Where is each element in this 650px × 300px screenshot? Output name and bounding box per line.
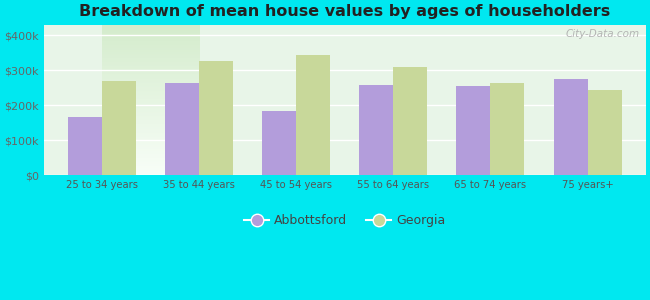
Bar xyxy=(456,86,491,175)
Bar xyxy=(359,85,393,175)
Bar xyxy=(296,55,330,175)
Bar xyxy=(262,111,296,175)
Bar xyxy=(199,61,233,175)
Legend: Abbottsford, Georgia: Abbottsford, Georgia xyxy=(239,209,450,232)
Bar xyxy=(491,83,525,175)
Bar xyxy=(588,90,621,175)
Bar xyxy=(165,83,199,175)
Bar xyxy=(68,117,102,175)
Title: Breakdown of mean house values by ages of householders: Breakdown of mean house values by ages o… xyxy=(79,4,610,19)
Text: City-Data.com: City-Data.com xyxy=(566,29,640,39)
Bar xyxy=(554,79,588,175)
Bar xyxy=(393,67,427,175)
Bar xyxy=(102,81,136,175)
